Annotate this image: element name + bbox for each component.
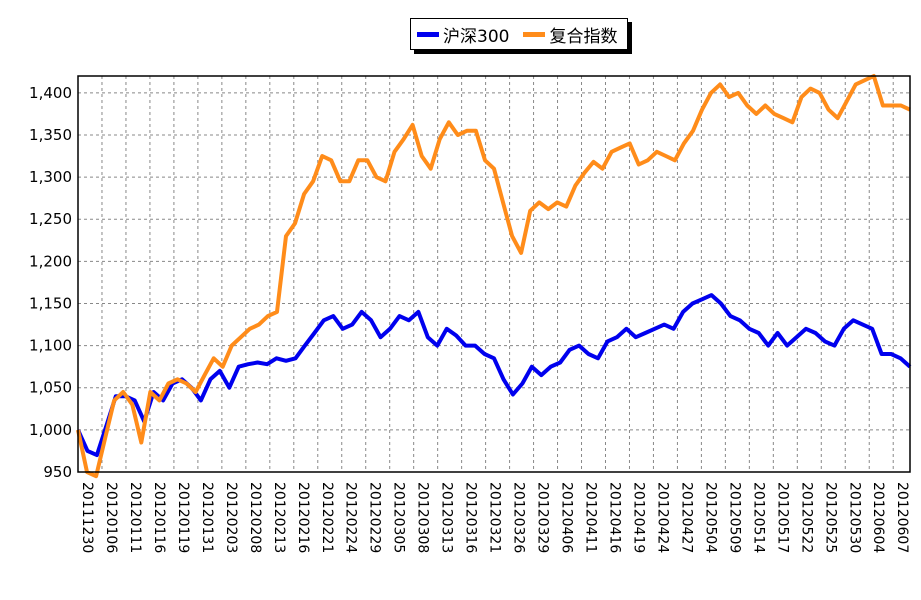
y-tick-label: 1,400 <box>29 84 72 102</box>
x-tick-label: 20120326 <box>511 482 527 553</box>
x-tick-label: 20120116 <box>151 482 167 553</box>
x-tick-label: 20120514 <box>750 482 766 553</box>
y-tick-label: 1,350 <box>29 126 72 144</box>
x-tick-label: 20120308 <box>415 482 431 553</box>
x-tick-label: 20120427 <box>678 482 694 553</box>
legend-item-series-1: 沪深300 <box>417 22 509 47</box>
x-tick-label: 20120313 <box>439 482 455 553</box>
x-tick-label: 20120419 <box>630 482 646 553</box>
x-tick-label: 20120224 <box>343 482 359 553</box>
x-tick-label: 20120607 <box>894 482 910 553</box>
grid-layer <box>78 76 910 473</box>
x-tick-label: 20120305 <box>391 482 407 553</box>
legend-label-series-2: 复合指数 <box>549 26 618 47</box>
x-tick-label: 20120216 <box>295 482 311 553</box>
plot-frame <box>77 75 911 473</box>
y-tick-label: 950 <box>43 463 72 481</box>
y-tick-label: 1,150 <box>29 294 72 312</box>
x-tick-label: 20120131 <box>199 482 215 553</box>
x-tick-label: 20120525 <box>822 482 838 553</box>
x-tick-label: 20120106 <box>103 482 119 553</box>
x-tick-label: 20120517 <box>774 482 790 553</box>
x-tick-label: 20120424 <box>654 482 670 553</box>
legend: 沪深300 复合指数 <box>410 18 629 50</box>
legend-swatch-series-1 <box>417 31 439 37</box>
y-tick-label: 1,000 <box>29 421 72 439</box>
x-tick-label: 20120221 <box>319 482 335 553</box>
x-tick-label: 20111230 <box>79 482 95 553</box>
x-axis-ticks: 20111230 20120106 20120111 20120116 20120119… <box>79 482 910 553</box>
x-tick-label: 20120504 <box>702 482 718 553</box>
x-tick-label: 20120411 <box>583 482 599 553</box>
x-tick-label: 20120530 <box>846 482 862 553</box>
x-tick-label: 20120604 <box>870 482 886 553</box>
x-tick-label: 20120509 <box>726 482 742 553</box>
x-tick-label: 20120203 <box>223 482 239 553</box>
legend-item-series-2: 复合指数 <box>523 22 617 47</box>
x-tick-label: 20120522 <box>798 482 814 553</box>
series-layer <box>76 74 912 479</box>
x-tick-label: 20120316 <box>463 482 479 553</box>
x-tick-label: 20120416 <box>606 482 622 553</box>
y-tick-label: 1,200 <box>29 252 72 270</box>
x-tick-label: 20120321 <box>487 482 503 553</box>
legend-swatch-series-2 <box>523 31 546 37</box>
x-tick-label: 20120208 <box>247 482 263 553</box>
x-tick-label: 20120213 <box>271 482 287 553</box>
x-tick-label: 20120329 <box>535 482 551 553</box>
legend-label-series-1: 沪深300 <box>443 26 510 47</box>
x-tick-label: 20120119 <box>175 482 191 553</box>
x-tick-label: 20120406 <box>559 482 575 553</box>
x-tick-label: 20120111 <box>127 482 143 553</box>
y-tick-label: 1,050 <box>29 379 72 397</box>
y-axis-ticks: 950 1,000 1,050 1,100 1,150 1,200 1,250 1,300 1,… <box>29 84 72 481</box>
y-tick-label: 1,300 <box>29 168 72 186</box>
y-tick-label: 1,100 <box>29 337 72 355</box>
series-line-2 <box>76 74 911 479</box>
series-line-1 <box>76 293 912 458</box>
y-tick-label: 1,250 <box>29 210 72 228</box>
x-tick-label: 20120229 <box>367 482 383 553</box>
